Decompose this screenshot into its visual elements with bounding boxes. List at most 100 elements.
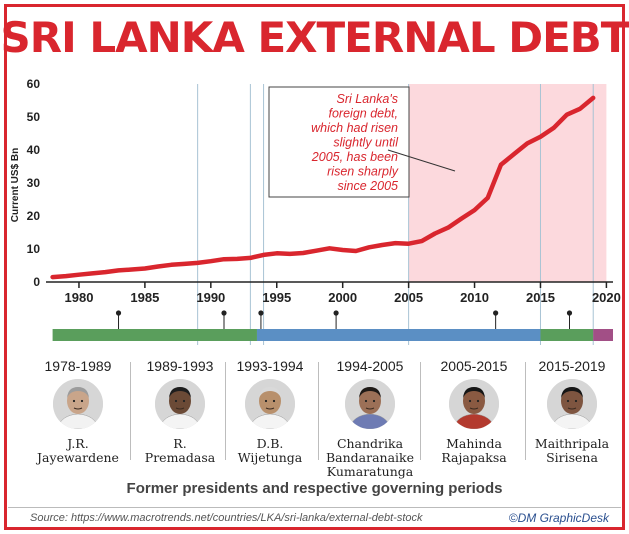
president-portrait — [345, 379, 395, 429]
tenure-marker-dot — [566, 310, 573, 316]
debt-data-point — [354, 249, 358, 253]
debt-data-point — [472, 208, 477, 212]
x-tick-label: 1990 — [196, 290, 225, 305]
president-name-line: D.B. — [256, 436, 284, 451]
president-name-line: Jayewardene — [37, 450, 119, 465]
president-portrait — [547, 379, 597, 429]
debt-data-point — [182, 262, 187, 266]
president-period: 1994-2005 — [336, 358, 404, 374]
president-name: Maithripala Sirisena — [517, 437, 627, 465]
president-name-line: Kumaratunga — [326, 464, 414, 479]
post-2005-highlight — [408, 84, 607, 282]
debt-data-point — [116, 268, 121, 273]
portrait-illustration — [53, 379, 103, 429]
y-tick-label: 10 — [27, 242, 41, 256]
debt-data-point — [129, 267, 134, 272]
x-tick-label: 2005 — [394, 290, 423, 305]
president-name-line: R. — [173, 436, 187, 451]
debt-data-point — [538, 135, 543, 139]
president-period: 2015-2019 — [538, 358, 606, 374]
x-tick-label: 2015 — [526, 290, 555, 305]
portrait-illustration — [449, 379, 499, 429]
y-tick-label: 20 — [27, 209, 41, 223]
debt-data-point — [393, 241, 398, 245]
tenure-marker-dot — [493, 310, 499, 316]
debt-data-point — [433, 231, 437, 236]
president-period: 1978-1989 — [44, 358, 112, 374]
annotation-callout: Sri Lanka's foreign debt, which had risen s… — [268, 86, 456, 198]
tenure-marker-dot — [221, 310, 227, 316]
debt-data-point — [420, 239, 424, 243]
portrait-illustration — [345, 379, 395, 429]
debt-data-point — [301, 251, 305, 255]
president-name-line: Chandrika — [336, 436, 404, 451]
debt-data-point — [565, 112, 569, 117]
president-name: R. Premadasa — [125, 437, 235, 465]
debt-data-point — [525, 141, 530, 146]
y-tick-label: 40 — [27, 143, 41, 157]
president-divider — [318, 362, 319, 460]
page-title: SRI LANKA EXTERNAL DEBT — [0, 13, 629, 62]
y-tick-label: 50 — [27, 110, 41, 124]
debt-data-point — [274, 251, 279, 256]
debt-data-point — [222, 257, 226, 262]
tenure-bar — [52, 329, 613, 341]
y-tick-label: 30 — [27, 176, 41, 190]
president-name-line: J.R. — [67, 436, 89, 451]
president-name-line: Premadasa — [144, 450, 216, 465]
president-portrait — [245, 379, 295, 429]
x-tick-label: 2010 — [460, 290, 489, 305]
president-name-line: Bandaranaike — [325, 450, 415, 465]
tenure-marker-dot — [333, 310, 339, 316]
debt-data-point — [248, 256, 253, 260]
debt-data-point — [485, 196, 490, 200]
tenure-bar-segment — [256, 329, 541, 341]
debt-data-point — [380, 243, 385, 247]
president-divider — [420, 362, 421, 460]
y-axis-label: Current US$ Bn — [10, 148, 21, 222]
president-divider — [225, 362, 226, 460]
debt-data-point — [63, 274, 68, 278]
x-tick-label: 1980 — [65, 290, 94, 305]
president-period: 2005-2015 — [440, 358, 508, 374]
debt-data-point — [143, 266, 147, 271]
president-divider — [130, 362, 131, 460]
source-note: Source: https://www.macrotrends.net/coun… — [30, 512, 423, 524]
y-tick-label: 0 — [33, 275, 40, 289]
annotation-box — [268, 86, 410, 198]
president-portrait — [449, 379, 499, 429]
debt-data-point — [169, 263, 174, 267]
x-tick-label: 1985 — [130, 290, 159, 305]
president-period: 1989-1993 — [146, 358, 214, 374]
portrait-illustration — [155, 379, 205, 429]
debt-data-point — [340, 248, 345, 252]
debt-data-point — [327, 246, 332, 251]
president-name-line: Maithripala — [534, 436, 610, 451]
tenure-bar-segment — [593, 329, 613, 341]
president-name-line: Mahinda — [446, 436, 502, 451]
y-axis-ticks: 0 10 20 30 40 50 60 — [27, 77, 41, 289]
footer-divider — [8, 507, 621, 508]
president-name: Chandrika Bandaranaike Kumaratunga — [315, 437, 425, 479]
caption: Former presidents and respective governi… — [126, 480, 503, 497]
debt-series-points — [50, 96, 596, 279]
debt-data-point — [591, 96, 596, 100]
debt-data-point — [367, 245, 371, 250]
debt-data-point — [156, 264, 160, 269]
debt-data-point — [459, 216, 464, 221]
president-name: D.B. Wijetunga — [215, 437, 325, 465]
debt-data-point — [512, 152, 516, 156]
president-name: J.R. Jayewardene — [23, 437, 133, 465]
president-name: Mahinda Rajapaksa — [419, 437, 529, 465]
x-tick-label: 1995 — [262, 290, 291, 305]
debt-data-point — [314, 248, 319, 253]
debt-data-point — [77, 272, 81, 277]
debt-data-point — [50, 275, 55, 279]
tenure-bar-segment — [540, 329, 594, 341]
credit-label: ©DM GraphicDesk — [508, 511, 609, 525]
debt-data-point — [261, 253, 266, 257]
tenure-marker-dot — [258, 310, 264, 316]
debt-data-point — [406, 241, 411, 246]
debt-series-line — [50, 95, 596, 280]
debt-data-point — [499, 163, 503, 167]
